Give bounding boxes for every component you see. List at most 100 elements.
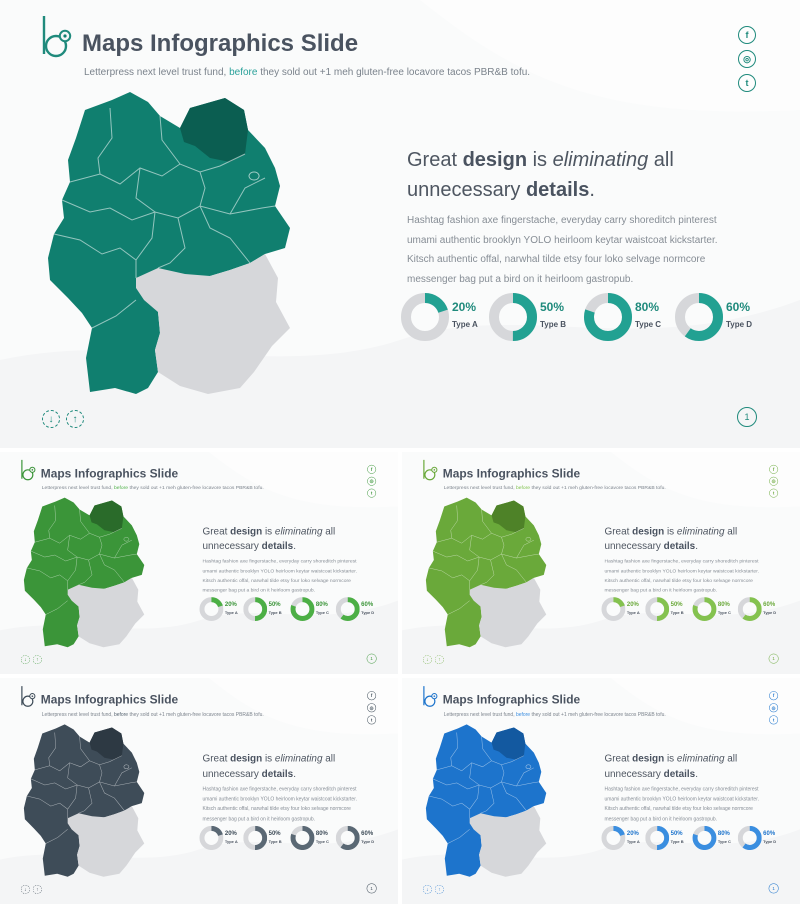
twitter-icon[interactable]: t [769,715,779,725]
instagram-icon[interactable]: ◎ [367,703,377,713]
subtitle-highlight: before [515,485,531,491]
arrow-down-icon: ↓ [426,656,429,663]
slide-content: Maps Infographics Slide Letterpress next… [402,452,800,674]
thumbnail-slide-slate[interactable]: Maps Infographics Slide Letterpress next… [0,678,398,904]
donut-fill [737,825,762,851]
instagram-icon[interactable]: ◎ [738,50,756,68]
brand-logo [21,686,36,707]
arrow-up-button[interactable]: ↑ [434,884,444,894]
subtitle-highlight: before [113,485,129,491]
instagram-icon[interactable]: ◎ [367,476,377,486]
stat-label: Type B [540,320,567,329]
subtitle-text: Letterpress next level trust fund, [443,711,516,718]
thumbnail-slide-lime[interactable]: Maps Infographics Slide Letterpress next… [402,452,800,674]
donut-chart-type-c [290,597,315,621]
arrow-down-button[interactable]: ↓ [20,884,30,894]
headline: Great design is eliminating all unnecessa… [604,524,737,554]
page-subtitle: Letterpress next level trust fund, befor… [42,712,264,718]
donut-fill [290,825,315,851]
donut-chart-type-c [692,597,717,621]
arrow-down-button[interactable]: ↓ [42,410,60,428]
headline-text: . [695,540,698,552]
subtitle-highlight: before [113,711,129,718]
map-region-highlight [89,727,124,760]
headline-text: Great [407,149,463,171]
body-text: Hashtag fashion axe fingerstache, everyd… [407,215,718,285]
page-number: 1 [772,885,775,891]
subtitle-highlight: before [229,67,258,78]
facebook-icon[interactable]: f [367,691,377,701]
headline-text: is [664,525,677,537]
twitter-icon[interactable]: t [367,715,377,725]
subtitle-text: Letterpress next level trust fund, [84,67,230,78]
stat-percent: 50% [268,829,281,837]
page-title: Maps Infographics Slide [40,693,179,707]
stat-percent: 20% [626,829,639,837]
headline-text: is [664,753,677,765]
thumbnail-slide-blue[interactable]: Maps Infographics Slide Letterpress next… [402,678,800,904]
map-region-main [48,92,290,394]
twitter-icon[interactable]: t [367,488,377,498]
arrow-down-icon: ↓ [24,656,27,663]
germany-map [48,92,290,394]
facebook-icon[interactable]: f [367,464,377,474]
donut-fill [335,825,360,851]
stat-percent: 20% [224,600,237,608]
instagram-glyph: ◎ [771,704,776,711]
headline-text: all [648,149,674,171]
page-subtitle: Letterpress next level trust fund, befor… [42,485,264,490]
instagram-icon[interactable]: ◎ [769,703,779,713]
headline: Great design is eliminating all unnecessa… [202,524,335,554]
facebook-icon[interactable]: f [738,26,756,44]
map-region-highlight [491,500,526,533]
donut-chart-type-b [645,825,670,851]
page-number-badge: 1 [366,653,377,664]
arrow-down-button[interactable]: ↓ [422,884,432,894]
stat-percent: 60% [763,829,776,837]
instagram-icon[interactable]: ◎ [769,476,779,486]
instagram-glyph: ◎ [743,53,751,64]
stat-label: Type C [635,320,662,329]
stat-percent: 50% [268,600,281,608]
facebook-icon[interactable]: f [769,691,779,701]
arrow-up-button[interactable]: ↑ [66,410,84,428]
headline-italic: eliminating [676,525,725,537]
page-subtitle: Letterpress next level trust fund, befor… [444,485,666,490]
arrow-down-icon: ↓ [426,886,429,893]
donut-fill [601,597,626,621]
facebook-icon[interactable]: f [769,464,779,474]
donut-fill [401,293,449,341]
arrow-down-button[interactable]: ↓ [20,655,30,665]
twitter-glyph: t [370,717,373,723]
donut-fill [489,293,537,341]
arrow-up-button[interactable]: ↑ [32,884,42,894]
headline-bold: design [632,525,665,537]
headline-text: . [293,540,296,552]
page-subtitle: Letterpress next level trust fund, befor… [444,712,666,718]
arrow-up-button[interactable]: ↑ [434,655,444,665]
donut-fill [290,597,315,621]
page-title: Maps Infographics Slide [82,30,359,57]
donut-chart-type-d [675,293,723,341]
stat-percent: 80% [717,829,730,837]
donut-chart-type-d [737,825,762,851]
arrow-down-button[interactable]: ↓ [422,655,432,665]
map-region-neutral [136,254,290,394]
arrow-up-button[interactable]: ↑ [32,655,42,665]
twitter-icon[interactable]: t [769,488,779,498]
thumbnail-slide-green[interactable]: Maps Infographics Slide Letterpress next… [0,452,398,674]
twitter-icon[interactable]: t [738,74,756,92]
headline-bold: design [230,753,263,765]
map-borders [53,107,276,329]
page-number-badge: 1 [737,407,757,427]
arrow-up-icon: ↑ [72,413,78,425]
donut-chart-type-b [243,825,268,851]
map-borders [26,505,137,615]
arrow-up-icon: ↑ [438,656,441,663]
map-region-neutral [469,577,547,648]
map-region-main [425,724,547,877]
stat-label: Type A [224,839,238,844]
donut-chart-type-b [489,293,537,341]
page-number: 1 [744,412,750,422]
map-region-neutral [67,806,145,877]
